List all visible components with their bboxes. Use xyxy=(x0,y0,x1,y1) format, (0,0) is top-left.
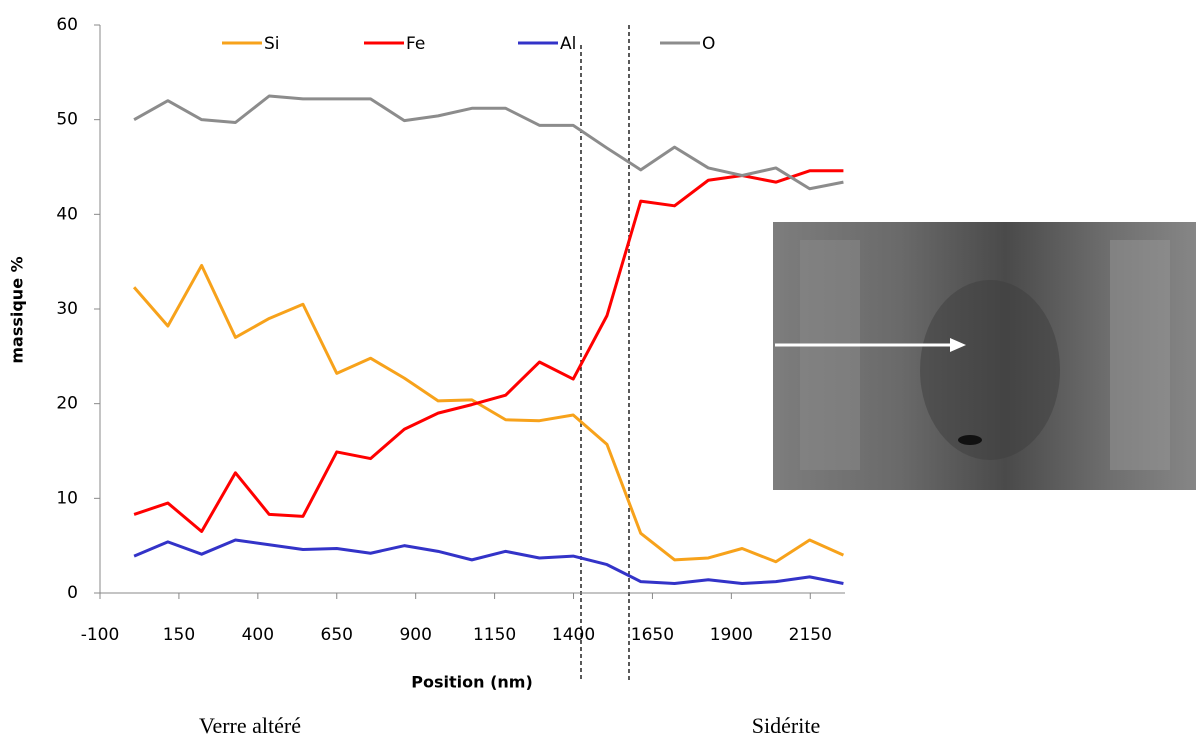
x-tick-label: 400 xyxy=(242,625,274,645)
y-tick-label: 60 xyxy=(56,15,78,35)
legend-label: Fe xyxy=(406,34,425,54)
x-tick-label: 1150 xyxy=(473,625,516,645)
x-tick-label: 1650 xyxy=(631,625,674,645)
x-tick-label: 1400 xyxy=(552,625,595,645)
y-tick-label: 10 xyxy=(56,488,78,508)
annotation: Sidérite xyxy=(752,713,820,738)
legend-label: Si xyxy=(264,34,280,54)
x-axis-title: Position (nm) xyxy=(411,673,533,692)
x-tick-label: 150 xyxy=(163,625,195,645)
y-tick-label: 20 xyxy=(56,394,78,414)
series-line xyxy=(133,94,844,191)
sem-image xyxy=(773,222,1196,490)
series-line xyxy=(133,169,844,533)
x-tick-label: 650 xyxy=(321,625,353,645)
series-line xyxy=(133,538,844,586)
y-tick-label: 50 xyxy=(56,110,78,130)
y-tick-label: 0 xyxy=(67,583,78,603)
x-tick-label: 1900 xyxy=(710,625,753,645)
y-axis-title: massique % xyxy=(8,256,27,363)
legend-label: Al xyxy=(560,34,576,54)
legend-label: O xyxy=(702,34,715,54)
y-tick-label: 40 xyxy=(56,204,78,224)
annotation: Verre altéré xyxy=(199,713,301,738)
y-tick-label: 30 xyxy=(56,299,78,319)
x-tick-label: 2150 xyxy=(789,625,832,645)
series-line xyxy=(132,263,845,564)
x-tick-label: -100 xyxy=(81,625,120,645)
x-tick-label: 900 xyxy=(399,625,431,645)
